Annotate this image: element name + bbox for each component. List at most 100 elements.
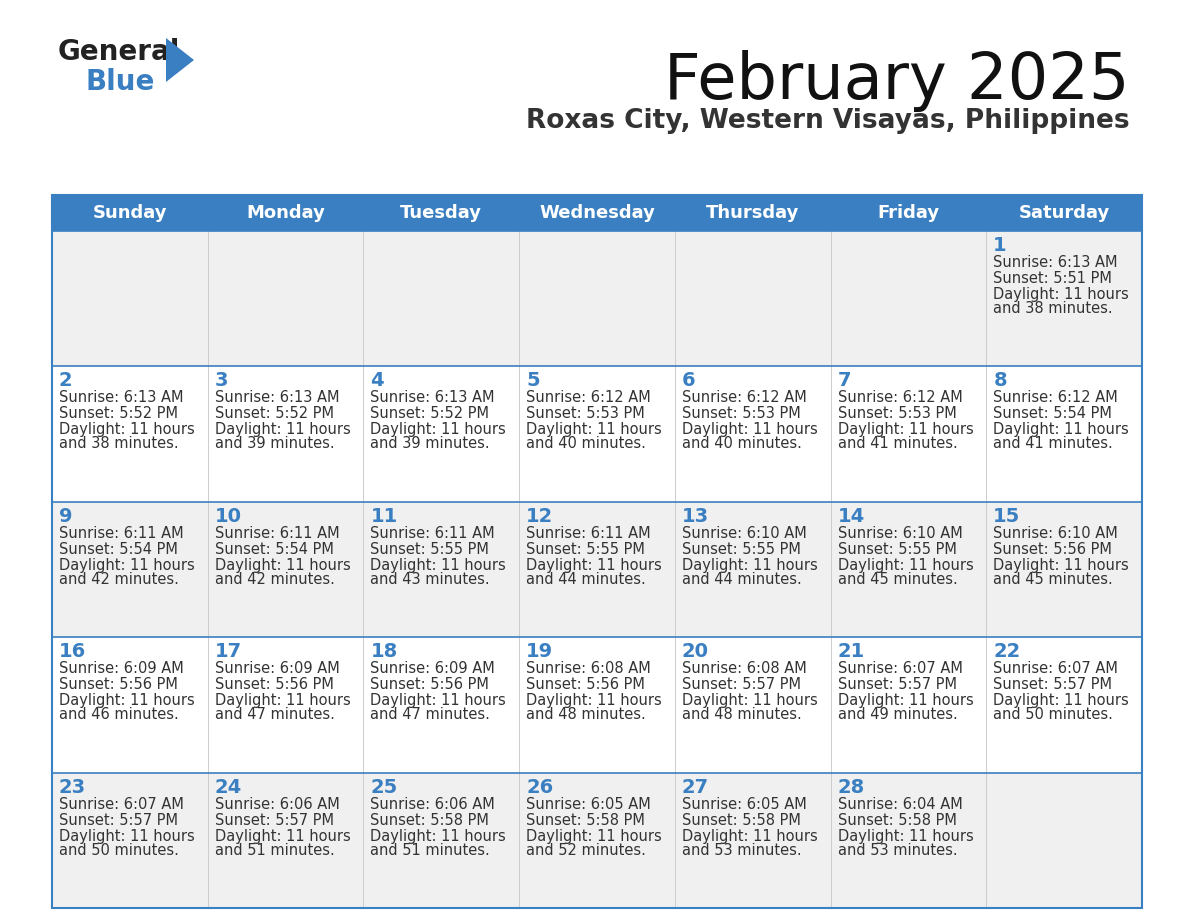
Text: Sunset: 5:52 PM: Sunset: 5:52 PM	[59, 407, 178, 421]
Text: Daylight: 11 hours: Daylight: 11 hours	[59, 693, 195, 708]
Text: Sunset: 5:53 PM: Sunset: 5:53 PM	[526, 407, 645, 421]
Text: Sunrise: 6:10 AM: Sunrise: 6:10 AM	[682, 526, 807, 541]
Text: and 49 minutes.: and 49 minutes.	[838, 707, 958, 722]
Text: Daylight: 11 hours: Daylight: 11 hours	[59, 422, 195, 437]
Text: February 2025: February 2025	[664, 50, 1130, 112]
Text: and 53 minutes.: and 53 minutes.	[682, 843, 802, 857]
Text: 27: 27	[682, 778, 709, 797]
Text: Sunset: 5:56 PM: Sunset: 5:56 PM	[215, 677, 334, 692]
Text: Sunrise: 6:12 AM: Sunrise: 6:12 AM	[838, 390, 962, 406]
Text: 23: 23	[59, 778, 86, 797]
Text: Sunset: 5:54 PM: Sunset: 5:54 PM	[59, 542, 178, 557]
Text: Sunset: 5:57 PM: Sunset: 5:57 PM	[59, 812, 178, 828]
Text: 14: 14	[838, 507, 865, 526]
Text: Sunrise: 6:09 AM: Sunrise: 6:09 AM	[371, 661, 495, 677]
Text: Daylight: 11 hours: Daylight: 11 hours	[59, 558, 195, 573]
Text: Sunset: 5:57 PM: Sunset: 5:57 PM	[682, 677, 801, 692]
Text: and 48 minutes.: and 48 minutes.	[682, 707, 802, 722]
Text: Sunset: 5:53 PM: Sunset: 5:53 PM	[838, 407, 956, 421]
Text: and 41 minutes.: and 41 minutes.	[993, 436, 1113, 452]
Text: General: General	[58, 38, 181, 66]
Text: Sunrise: 6:10 AM: Sunrise: 6:10 AM	[838, 526, 962, 541]
Text: Daylight: 11 hours: Daylight: 11 hours	[993, 693, 1129, 708]
Text: Sunset: 5:55 PM: Sunset: 5:55 PM	[838, 542, 956, 557]
Text: and 42 minutes.: and 42 minutes.	[215, 572, 335, 587]
Text: Daylight: 11 hours: Daylight: 11 hours	[682, 693, 817, 708]
Text: Sunset: 5:58 PM: Sunset: 5:58 PM	[526, 812, 645, 828]
Bar	[52, 502, 1142, 637]
Text: 26: 26	[526, 778, 554, 797]
Text: and 50 minutes.: and 50 minutes.	[993, 707, 1113, 722]
Text: Sunset: 5:56 PM: Sunset: 5:56 PM	[993, 542, 1112, 557]
Text: 16: 16	[59, 643, 87, 661]
Text: 3: 3	[215, 372, 228, 390]
Text: Sunrise: 6:13 AM: Sunrise: 6:13 AM	[59, 390, 183, 406]
Bar	[52, 195, 1142, 231]
Text: Sunset: 5:55 PM: Sunset: 5:55 PM	[371, 542, 489, 557]
Text: Sunday: Sunday	[93, 204, 168, 222]
Text: Sunrise: 6:06 AM: Sunrise: 6:06 AM	[371, 797, 495, 812]
Text: Saturday: Saturday	[1018, 204, 1110, 222]
Text: and 43 minutes.: and 43 minutes.	[371, 572, 491, 587]
Text: Blue: Blue	[86, 68, 156, 96]
Bar	[52, 231, 1142, 366]
Text: Sunset: 5:57 PM: Sunset: 5:57 PM	[215, 812, 334, 828]
Text: 10: 10	[215, 507, 241, 526]
Text: Sunset: 5:54 PM: Sunset: 5:54 PM	[215, 542, 334, 557]
Text: Daylight: 11 hours: Daylight: 11 hours	[371, 693, 506, 708]
Text: Sunrise: 6:13 AM: Sunrise: 6:13 AM	[371, 390, 495, 406]
Text: and 38 minutes.: and 38 minutes.	[59, 436, 178, 452]
Text: 1: 1	[993, 236, 1007, 255]
Text: Sunrise: 6:07 AM: Sunrise: 6:07 AM	[59, 797, 184, 812]
Text: Sunset: 5:58 PM: Sunset: 5:58 PM	[838, 812, 956, 828]
Text: Sunset: 5:55 PM: Sunset: 5:55 PM	[682, 542, 801, 557]
Text: and 51 minutes.: and 51 minutes.	[215, 843, 335, 857]
Text: 7: 7	[838, 372, 851, 390]
Text: and 45 minutes.: and 45 minutes.	[993, 572, 1113, 587]
Text: Daylight: 11 hours: Daylight: 11 hours	[993, 558, 1129, 573]
Text: and 48 minutes.: and 48 minutes.	[526, 707, 646, 722]
Text: Daylight: 11 hours: Daylight: 11 hours	[682, 422, 817, 437]
Text: Sunrise: 6:06 AM: Sunrise: 6:06 AM	[215, 797, 340, 812]
Text: 13: 13	[682, 507, 709, 526]
Text: Daylight: 11 hours: Daylight: 11 hours	[526, 829, 662, 844]
Text: Daylight: 11 hours: Daylight: 11 hours	[371, 422, 506, 437]
Text: Sunrise: 6:13 AM: Sunrise: 6:13 AM	[215, 390, 340, 406]
Text: Daylight: 11 hours: Daylight: 11 hours	[526, 558, 662, 573]
Text: Sunrise: 6:11 AM: Sunrise: 6:11 AM	[59, 526, 184, 541]
Text: 18: 18	[371, 643, 398, 661]
Text: Sunset: 5:56 PM: Sunset: 5:56 PM	[59, 677, 178, 692]
Text: Daylight: 11 hours: Daylight: 11 hours	[526, 693, 662, 708]
Text: 11: 11	[371, 507, 398, 526]
Text: Sunrise: 6:12 AM: Sunrise: 6:12 AM	[526, 390, 651, 406]
Text: Sunrise: 6:11 AM: Sunrise: 6:11 AM	[526, 526, 651, 541]
Text: 17: 17	[215, 643, 242, 661]
Text: 24: 24	[215, 778, 242, 797]
Text: Daylight: 11 hours: Daylight: 11 hours	[215, 558, 350, 573]
Bar	[52, 366, 1142, 502]
Text: Sunset: 5:56 PM: Sunset: 5:56 PM	[371, 677, 489, 692]
Text: and 39 minutes.: and 39 minutes.	[215, 436, 334, 452]
Text: Daylight: 11 hours: Daylight: 11 hours	[838, 693, 973, 708]
Text: Sunrise: 6:05 AM: Sunrise: 6:05 AM	[526, 797, 651, 812]
Text: Friday: Friday	[878, 204, 940, 222]
Bar	[52, 773, 1142, 908]
Text: Sunrise: 6:04 AM: Sunrise: 6:04 AM	[838, 797, 962, 812]
Text: Sunset: 5:58 PM: Sunset: 5:58 PM	[371, 812, 489, 828]
Text: and 47 minutes.: and 47 minutes.	[371, 707, 491, 722]
Bar	[52, 637, 1142, 773]
Text: Daylight: 11 hours: Daylight: 11 hours	[215, 693, 350, 708]
Text: Daylight: 11 hours: Daylight: 11 hours	[838, 829, 973, 844]
Text: Sunrise: 6:09 AM: Sunrise: 6:09 AM	[215, 661, 340, 677]
Text: Sunrise: 6:08 AM: Sunrise: 6:08 AM	[526, 661, 651, 677]
Text: Daylight: 11 hours: Daylight: 11 hours	[838, 422, 973, 437]
Text: Daylight: 11 hours: Daylight: 11 hours	[682, 558, 817, 573]
Text: Wednesday: Wednesday	[539, 204, 655, 222]
Text: and 41 minutes.: and 41 minutes.	[838, 436, 958, 452]
Text: and 45 minutes.: and 45 minutes.	[838, 572, 958, 587]
Text: Tuesday: Tuesday	[400, 204, 482, 222]
Text: Roxas City, Western Visayas, Philippines: Roxas City, Western Visayas, Philippines	[526, 108, 1130, 134]
Text: and 53 minutes.: and 53 minutes.	[838, 843, 958, 857]
Text: Sunset: 5:52 PM: Sunset: 5:52 PM	[371, 407, 489, 421]
Text: Sunset: 5:54 PM: Sunset: 5:54 PM	[993, 407, 1112, 421]
